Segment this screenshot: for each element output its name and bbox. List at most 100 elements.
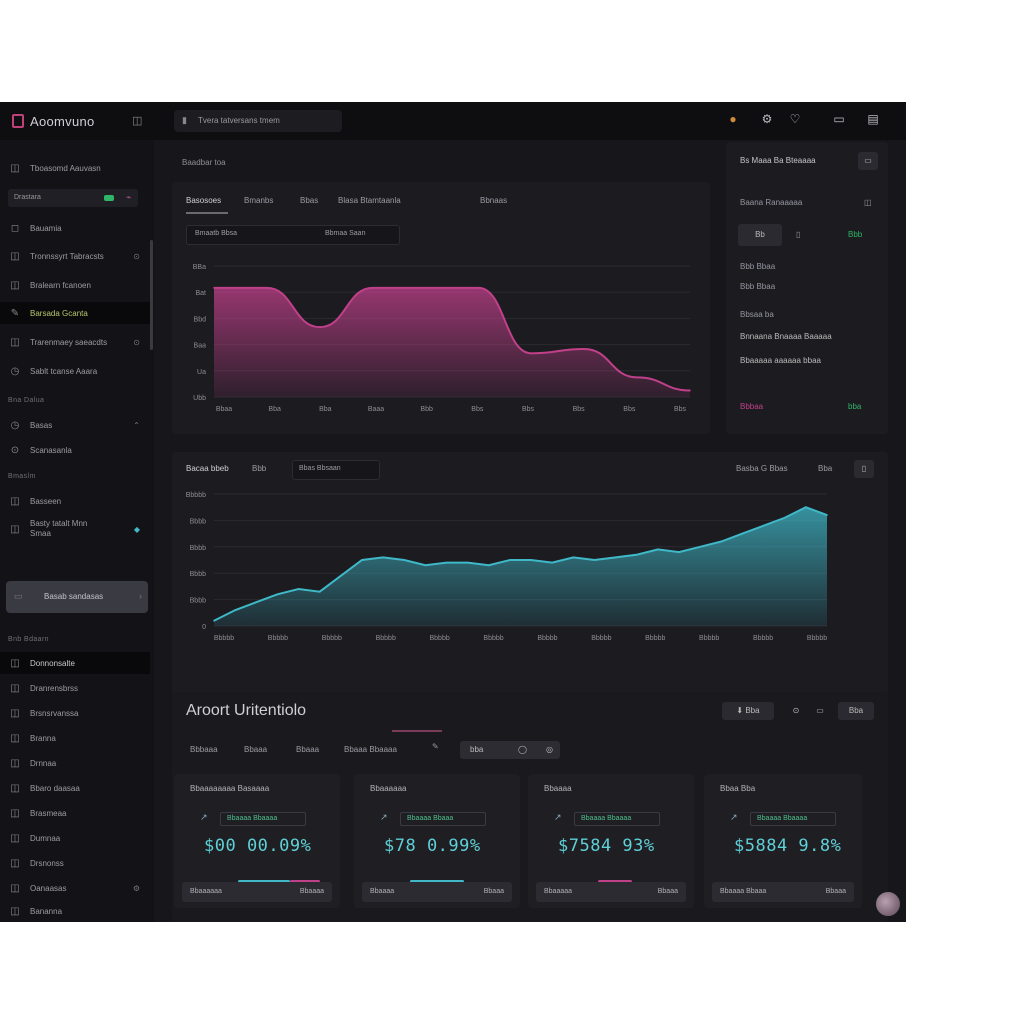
y-tick-label: Bbbb (190, 598, 206, 605)
sidebar-list-item[interactable]: ◫ Brsnsrvanssa (0, 702, 150, 724)
sidebar-scrollbar[interactable] (150, 240, 153, 350)
right-panel-line: Bbsaa ba (740, 310, 774, 319)
right-panel-footer: bba (848, 402, 862, 411)
card-progress-teal (238, 880, 290, 883)
sidebar-highlight-block[interactable]: ▭ Basab sandasas › (6, 581, 148, 613)
sidebar-item-label: Drsnonss (30, 858, 64, 868)
sidebar-list-item[interactable]: ◫ Dranrensbrss (0, 677, 150, 699)
toggle-icon[interactable]: ▯ (796, 230, 801, 239)
tab-item[interactable]: Bbb (252, 464, 267, 473)
sidebar-item-label: Scanasanla (30, 445, 72, 455)
footer-left: Bbaaaa Bbaaa (720, 888, 767, 895)
settings-icon[interactable]: ⚙ (761, 112, 773, 126)
data-point (583, 348, 586, 350)
tab-item[interactable]: Bbaaa (244, 745, 268, 754)
tab-item[interactable]: Bbas (300, 196, 319, 205)
tab-item[interactable]: Bbbaaa (190, 745, 218, 754)
sidebar-item-label: Basseen (30, 496, 62, 506)
menu-icon[interactable]: ▯ (854, 460, 874, 478)
footer-right: Bbaaa (657, 888, 678, 895)
sidebar-item-basas[interactable]: ◷ Basas ⌃ (0, 414, 150, 436)
lock-icon[interactable]: ⊙ (792, 706, 800, 715)
bell-icon[interactable]: ● (729, 112, 737, 126)
sidebar-list-item[interactable]: ◫ Bananna (0, 900, 150, 922)
sidebar-subitem[interactable]: ⊙ Scanasanla (0, 439, 150, 461)
sidebar-item-list[interactable]: ◫ Tronnssyrt Tabracsts ⊙ (0, 245, 150, 267)
sidebar-status-pill[interactable]: Drastara ⌁ (8, 189, 138, 207)
y-tick-label: Bbbb (190, 518, 206, 525)
sidebar-item-label: Donnonsalte (30, 658, 75, 668)
card-value: $78 0.99% (384, 836, 481, 856)
chart-filter[interactable]: Bbas Bbsaan (292, 460, 380, 480)
breadcrumb[interactable]: ▮ Tvera tatversans tmem (174, 110, 342, 132)
download-button[interactable]: ⬇ Bba (722, 702, 774, 720)
footer-right: Bbaaaa (299, 888, 324, 895)
data-point (424, 564, 427, 567)
sidebar-item-basseen[interactable]: ◫ Basseen (0, 490, 150, 512)
layout-icon[interactable]: ▭ (833, 112, 845, 126)
sidebar-item-grid[interactable]: ◻ Bauamia (0, 217, 150, 239)
card-progress-pink (598, 880, 632, 883)
sidebar-list-item[interactable]: ◫ Oanaasas ⚙ (0, 877, 150, 899)
info-icon[interactable]: ◫ (864, 198, 872, 207)
tab-item[interactable]: Bbnaas (480, 196, 508, 205)
section-header: Baadbar toa (182, 158, 226, 167)
tab-item[interactable]: Basosoes (186, 196, 222, 205)
x-tick-label: Bbs (573, 406, 586, 413)
x-tick-label: Bbbbb (699, 635, 719, 642)
dashboard-icon: ◫ (10, 162, 20, 174)
data-point (530, 352, 533, 355)
sidebar-item-tags[interactable]: ✎ Barsada Gcanta (0, 302, 150, 324)
data-point (805, 506, 807, 508)
metric-card[interactable]: Bbaaaaaa ↗ Bbaaaa Bbaaa $78 0.99% Bbaaaa… (354, 774, 520, 908)
right-panel-button[interactable]: Bb (738, 224, 782, 246)
sidebar-list-item[interactable]: ◫ Brasmeaa (0, 802, 150, 824)
segmented-control[interactable]: bba ◯ ◎ (460, 741, 560, 759)
card-footer: Bbaaaaaa Bbaaaa (182, 882, 332, 902)
card-chip: Bbaaaa Bbaaaa (574, 812, 660, 826)
expand-icon[interactable]: ▭ (858, 152, 878, 170)
export-button[interactable]: Bba (838, 702, 874, 720)
chip-label: Bba (745, 706, 760, 715)
sidebar-item-label: Branna (30, 733, 56, 743)
sidebar-item-dashboard[interactable]: ◫ Tboasomd Aauvasn (0, 157, 150, 179)
app-window: Aoomvuno ◫ ▮ Tvera tatversans tmem ● ⚙ ♡… (0, 102, 906, 922)
sidebar-list-item[interactable]: ◫ Drnnaa (0, 752, 150, 774)
card-value: $5884 9.8% (734, 836, 842, 856)
x-tick-label: Bbbbb (537, 635, 557, 642)
tab-item[interactable]: Bbaaa (296, 745, 320, 754)
chart-right-button[interactable]: Bba (818, 464, 833, 473)
link-icon: ⌁ (126, 192, 132, 202)
data-point (318, 326, 321, 328)
sidebar-list-item[interactable]: ◫ Drsnonss (0, 852, 150, 874)
metric-card[interactable]: Bbaa Bba ↗ Bbaaaa Bbaaaa $5884 9.8% Bbaa… (704, 774, 862, 908)
sidebar-item-basty[interactable]: ◫ Basty tatalt Mnn Smaa ◆ (0, 516, 150, 542)
sidebar-list-item[interactable]: ◫ Dumnaa (0, 827, 150, 849)
sidebar-list-item[interactable]: ◫ Bbaro daasaa (0, 777, 150, 799)
sidebar-list-item[interactable]: ◫ Donnonsalte (0, 652, 150, 674)
data-point (572, 556, 575, 559)
tab-item[interactable]: Blasa Btamtaanla (338, 196, 401, 205)
item-icon: ◫ (10, 882, 20, 894)
chart-icon: ◷ (10, 365, 20, 377)
user-icon[interactable]: ▤ (867, 112, 879, 126)
heart-icon[interactable]: ♡ (789, 112, 801, 126)
tag-icon: ✎ (10, 307, 20, 319)
sidebar-item-doc[interactable]: ◫ Bralearn fcanoen (0, 274, 150, 296)
avatar[interactable] (876, 892, 900, 916)
metric-card[interactable]: Bbaaaa ↗ Bbaaaa Bbaaaa $7584 93% Bbaaaaa… (528, 774, 694, 908)
sidebar-item-chart[interactable]: ◷ Sablt tcanse Aaara (0, 360, 150, 382)
sidebar-item-folder[interactable]: ◫ Trarenmaey saeacdts ⊙ (0, 331, 150, 353)
chart-filter[interactable]: Bmaatb Bbsa Bbmaa Saan (186, 225, 400, 245)
metric-card[interactable]: Bbaaaaaaaa Basaaaa ↗ Bbaaaa Bbaaaa $00 0… (174, 774, 340, 908)
data-point (266, 287, 268, 289)
monitor-icon[interactable]: ▭ (816, 706, 824, 715)
chevron-up-icon: ⌃ (133, 420, 140, 430)
data-point (593, 559, 596, 561)
doc-icon: ◫ (10, 279, 20, 291)
pencil-icon[interactable]: ✎ (432, 742, 439, 751)
collapse-sidebar-icon[interactable]: ◫ (132, 115, 143, 127)
tab-item[interactable]: Bmanbs (244, 196, 274, 205)
tab-item[interactable]: Bbaaa Bbaaaa (344, 745, 397, 754)
sidebar-list-item[interactable]: ◫ Branna (0, 727, 150, 749)
